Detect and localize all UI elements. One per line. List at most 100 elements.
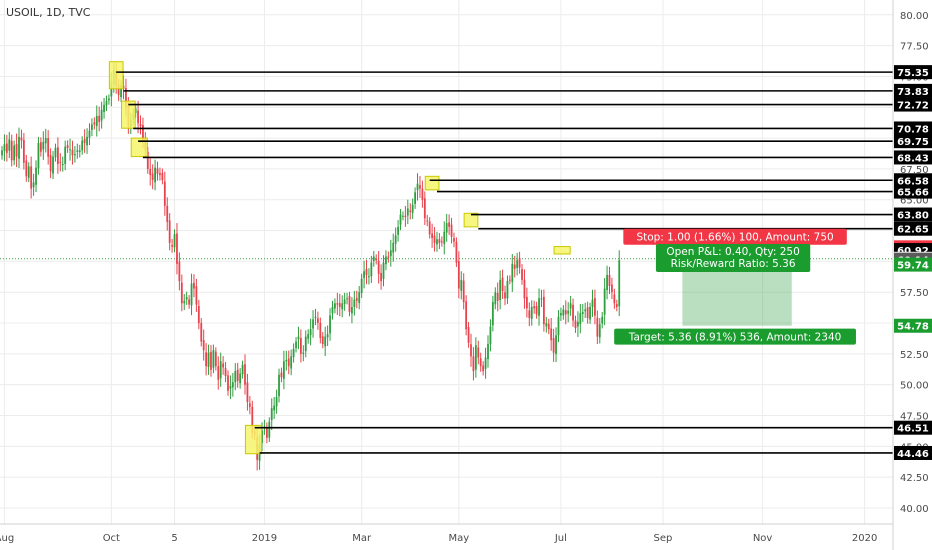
candle-body — [511, 263, 514, 283]
candle-body — [533, 306, 536, 309]
time-tick-label: Mar — [352, 533, 372, 544]
candle-body — [59, 161, 62, 163]
candle-body — [78, 150, 81, 152]
candle-body — [482, 365, 485, 372]
highlight-box — [553, 246, 571, 255]
level-price-tag — [894, 83, 932, 98]
candle-body — [37, 143, 40, 169]
candle-body — [552, 338, 555, 353]
candle-body — [445, 223, 448, 233]
candle-body — [202, 340, 205, 351]
position-tool[interactable]: Stop: 1.00 (1.66%) 100, Amount: 750 Open … — [614, 228, 856, 345]
highlight-box — [424, 175, 440, 191]
candle-body — [299, 338, 302, 354]
candle-body — [251, 406, 254, 433]
candle-body — [156, 168, 159, 174]
candle-body — [484, 357, 487, 369]
stop-label-box — [623, 228, 847, 245]
candle-body — [528, 310, 531, 319]
candle-body — [81, 140, 84, 151]
candle-body — [224, 368, 227, 377]
highlight-box — [108, 61, 124, 90]
candle-body — [139, 124, 142, 126]
candle-body — [477, 347, 480, 358]
candle-body — [154, 167, 156, 183]
candle-body — [513, 264, 516, 269]
candle-body — [462, 280, 465, 303]
candle-body — [404, 215, 407, 217]
candle-body — [142, 125, 144, 141]
candle-body — [402, 215, 404, 217]
level-price-tag — [894, 65, 932, 80]
candle-body — [71, 149, 74, 156]
candle-body — [603, 288, 606, 315]
candle-body — [183, 300, 186, 304]
candle-body — [431, 233, 434, 238]
candle-body — [489, 326, 492, 344]
candle-body — [110, 82, 113, 97]
candle-body — [268, 421, 271, 438]
candle-body — [91, 124, 93, 130]
price-tick-label: 47.50 — [900, 412, 929, 423]
level-price-tag — [894, 134, 932, 149]
candle-body — [42, 141, 45, 150]
pnl-text: Open P&L: 0.40, Qty: 250 — [666, 246, 799, 258]
time-tick-label: Nov — [753, 533, 773, 544]
candle-body — [98, 115, 101, 123]
candle-body — [200, 323, 203, 342]
candle-body — [438, 239, 441, 243]
candle-body — [494, 292, 497, 305]
candle-body — [248, 403, 251, 407]
candle-body — [377, 260, 380, 274]
candle-body — [86, 136, 88, 146]
level-price-label: 65.66 — [897, 188, 929, 199]
price-tick-label: 77.50 — [900, 42, 929, 53]
time-tick-label: Sep — [654, 533, 673, 544]
candle-body — [217, 366, 220, 380]
candle-body — [346, 298, 348, 300]
candle-body — [222, 363, 225, 368]
candle-body — [355, 298, 358, 301]
candle-body — [280, 372, 283, 378]
candle-body — [49, 155, 52, 172]
time-axis[interactable]: Aug Oct 5 2019 Mar May Jul Sep Nov 2020 — [0, 533, 877, 544]
candle-body — [273, 405, 276, 411]
candle-body — [20, 137, 23, 141]
candle-body — [168, 220, 171, 243]
candle-body — [353, 299, 356, 308]
candle-body — [385, 256, 387, 265]
candle-body — [302, 352, 305, 354]
level-price-label: 46.51 — [897, 424, 929, 435]
candle-body — [436, 239, 438, 245]
candle-body — [363, 271, 365, 278]
candle-body — [319, 323, 322, 338]
price-tick-label: 57.50 — [900, 288, 929, 299]
candle-body — [540, 298, 543, 300]
candle-body — [428, 221, 431, 235]
price-axis[interactable]: 80.0077.5075.0072.5070.0067.5065.0062.50… — [894, 11, 932, 515]
candle-body — [321, 336, 324, 344]
candle-body — [282, 361, 285, 379]
candle-body — [569, 303, 572, 309]
price-tag — [894, 318, 932, 333]
candle-body — [606, 274, 608, 290]
candle-body — [470, 344, 472, 357]
candle-body — [13, 145, 16, 161]
candle-body — [190, 283, 193, 306]
candle-body — [309, 329, 312, 335]
candle-body — [440, 241, 443, 243]
price-tick-label: 52.50 — [900, 350, 929, 361]
candle-body — [103, 104, 105, 112]
candle-body — [613, 294, 616, 304]
candle-body — [173, 234, 176, 248]
candle-body — [406, 208, 409, 216]
candles — [1, 61, 621, 471]
candle-body — [397, 226, 399, 235]
candle-body — [64, 146, 67, 164]
candle-body — [32, 182, 35, 188]
level-price-tag — [894, 173, 932, 188]
candle-body — [499, 279, 502, 301]
candle-body — [180, 282, 183, 304]
pnl-box — [655, 244, 811, 273]
candle-body — [594, 298, 596, 316]
